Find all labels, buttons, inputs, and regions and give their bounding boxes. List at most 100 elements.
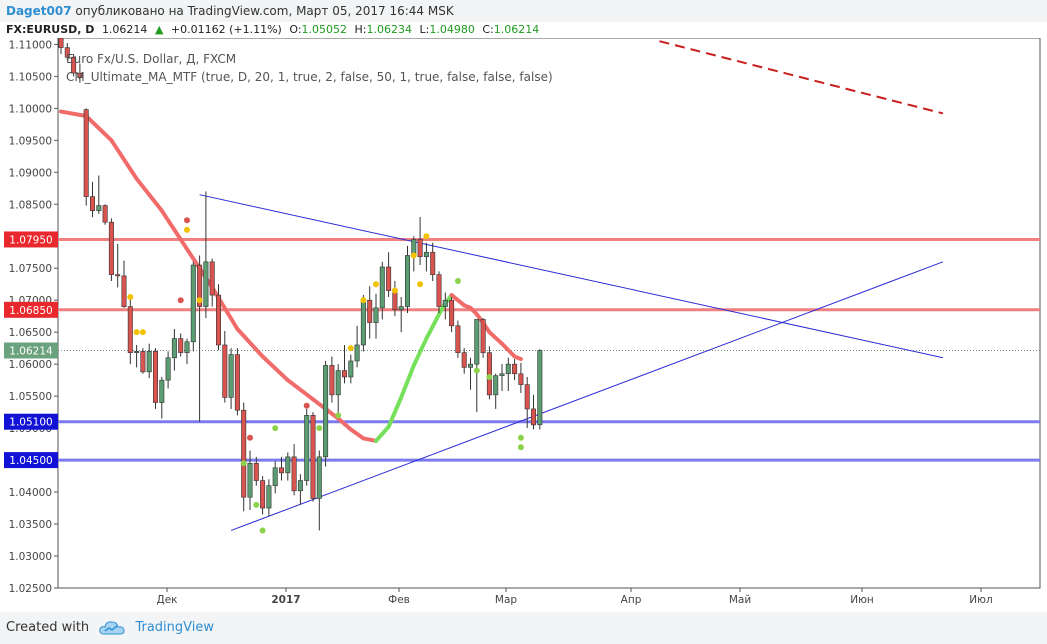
x-tick-label: Дек bbox=[156, 594, 177, 606]
candle-body[interactable] bbox=[266, 485, 272, 509]
candle-body[interactable] bbox=[77, 72, 83, 78]
candle-body[interactable] bbox=[153, 351, 159, 403]
candle-body[interactable] bbox=[518, 373, 524, 385]
tradingview-link[interactable]: TradingView bbox=[135, 620, 214, 635]
candle-body[interactable] bbox=[134, 351, 140, 353]
candle-body[interactable] bbox=[323, 365, 329, 458]
signal-dot bbox=[139, 329, 146, 336]
moving-average-segment bbox=[386, 395, 404, 429]
y-tick-label: 1.10000 bbox=[9, 103, 52, 115]
candle-body[interactable] bbox=[442, 299, 448, 307]
candle-body[interactable] bbox=[354, 344, 360, 362]
candle-body[interactable] bbox=[486, 352, 492, 396]
candle-body[interactable] bbox=[304, 415, 310, 481]
trendline[interactable] bbox=[659, 40, 944, 115]
candle-body[interactable] bbox=[203, 261, 209, 307]
candle-body[interactable] bbox=[386, 266, 392, 291]
candle-body[interactable] bbox=[461, 352, 467, 368]
candle-body[interactable] bbox=[505, 363, 511, 375]
moving-average-segment bbox=[411, 336, 429, 368]
signal-dot bbox=[454, 278, 461, 285]
moving-average-segment bbox=[109, 138, 139, 181]
candle-body[interactable] bbox=[524, 384, 530, 410]
candle-body[interactable] bbox=[260, 480, 266, 509]
candle-body[interactable] bbox=[530, 408, 536, 426]
candle-body[interactable] bbox=[360, 299, 366, 346]
candle-body[interactable] bbox=[247, 462, 253, 498]
candle-body[interactable] bbox=[121, 275, 127, 307]
candle-body[interactable] bbox=[71, 56, 77, 74]
candle-body[interactable] bbox=[367, 299, 373, 323]
candle-body[interactable] bbox=[291, 456, 297, 492]
candle-body[interactable] bbox=[159, 379, 165, 403]
candle-body[interactable] bbox=[209, 261, 215, 296]
candle-body[interactable] bbox=[96, 205, 102, 211]
candle-body[interactable] bbox=[102, 205, 108, 223]
candle-body[interactable] bbox=[127, 306, 133, 353]
candle-body[interactable] bbox=[316, 456, 322, 499]
candle-body[interactable] bbox=[222, 344, 228, 398]
x-tick-label: Мар bbox=[495, 594, 517, 606]
candle-body[interactable] bbox=[404, 255, 410, 307]
candle-body[interactable] bbox=[449, 299, 455, 327]
candle-body[interactable] bbox=[537, 350, 543, 426]
candle-body[interactable] bbox=[228, 354, 234, 398]
candle-body[interactable] bbox=[348, 360, 354, 378]
signal-dot bbox=[391, 287, 398, 294]
candle-body[interactable] bbox=[234, 354, 240, 411]
candle-body[interactable] bbox=[499, 373, 505, 376]
candle-body[interactable] bbox=[115, 274, 121, 277]
candle-body[interactable] bbox=[171, 338, 177, 359]
candle-body[interactable] bbox=[480, 319, 486, 353]
candle-body[interactable] bbox=[146, 351, 152, 373]
candle-body[interactable] bbox=[241, 409, 247, 498]
trendline[interactable] bbox=[230, 261, 944, 531]
candle-body[interactable] bbox=[140, 351, 146, 373]
candle-body[interactable] bbox=[108, 221, 114, 275]
candle-body[interactable] bbox=[467, 363, 473, 368]
moving-average-segment bbox=[59, 109, 89, 119]
y-tick-label: 1.03000 bbox=[9, 551, 52, 563]
chart-area[interactable]: 1.025001.030001.035001.040001.045001.050… bbox=[0, 34, 1047, 610]
trendline[interactable] bbox=[199, 194, 944, 359]
candle-body[interactable] bbox=[165, 357, 171, 381]
publish-bar: Daget007 опубликовано на TradingView.com… bbox=[0, 0, 1047, 22]
y-tick-label: 1.03500 bbox=[9, 519, 52, 531]
candle-body[interactable] bbox=[297, 480, 303, 492]
candle-body[interactable] bbox=[197, 264, 203, 307]
candle-body[interactable] bbox=[455, 325, 461, 353]
candle-body[interactable] bbox=[216, 294, 222, 346]
candle-body[interactable] bbox=[58, 37, 64, 48]
candle-body[interactable] bbox=[184, 341, 190, 353]
author-link[interactable]: Daget007 bbox=[6, 4, 72, 18]
signal-dot bbox=[410, 252, 417, 259]
candle-body[interactable] bbox=[423, 251, 429, 258]
candle-body[interactable] bbox=[329, 365, 335, 396]
candle-body[interactable] bbox=[335, 370, 341, 396]
candle-body[interactable] bbox=[493, 375, 499, 396]
candle-body[interactable] bbox=[278, 467, 284, 474]
candle-body[interactable] bbox=[341, 370, 347, 378]
candle-body[interactable] bbox=[64, 47, 70, 58]
candle-body[interactable] bbox=[178, 338, 184, 353]
candle-body[interactable] bbox=[253, 462, 259, 481]
candle-body[interactable] bbox=[310, 415, 316, 499]
candle-body[interactable] bbox=[373, 307, 379, 323]
candle-body[interactable] bbox=[436, 274, 442, 307]
candle-body[interactable] bbox=[430, 251, 436, 275]
candle-body[interactable] bbox=[398, 306, 404, 311]
candle-body[interactable] bbox=[379, 266, 385, 309]
candle-body[interactable] bbox=[417, 239, 423, 258]
candle-body[interactable] bbox=[272, 467, 278, 486]
signal-dot bbox=[517, 434, 524, 441]
y-tick-label: 1.11000 bbox=[9, 39, 52, 51]
candle-body[interactable] bbox=[512, 363, 518, 375]
y-tick-label: 1.05500 bbox=[9, 391, 52, 403]
candle-body[interactable] bbox=[285, 456, 291, 474]
price-chart[interactable]: 1.025001.030001.035001.040001.045001.050… bbox=[0, 34, 1047, 610]
candle-body[interactable] bbox=[83, 109, 89, 197]
candle-body[interactable] bbox=[90, 196, 96, 211]
candle-body[interactable] bbox=[190, 264, 196, 343]
y-tick-label: 1.09500 bbox=[9, 135, 52, 147]
candle-body[interactable] bbox=[474, 319, 480, 365]
